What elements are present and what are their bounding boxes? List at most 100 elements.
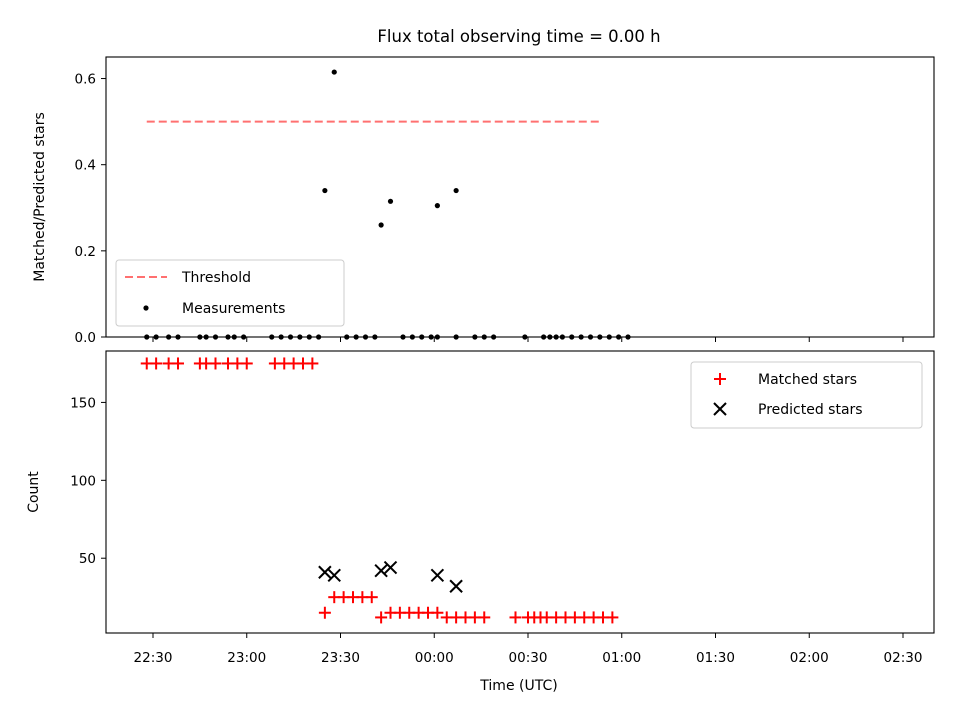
matched-star-point <box>209 357 222 370</box>
matched-star-point <box>306 357 319 370</box>
predicted-star-stroke-b <box>327 568 341 583</box>
predicted-star-point <box>430 568 445 583</box>
bottom-x-ticks: 22:30 23:00 23:30 00:00 00:30 01:00 01:30 02:00… <box>134 633 923 666</box>
measurement-point <box>212 334 219 340</box>
predicted-legend-label: Predicted stars <box>758 402 863 418</box>
measurement-point <box>231 334 237 340</box>
measurement-point <box>166 334 172 340</box>
predicted-legend-swatch <box>713 402 727 416</box>
predicted-star-stroke-b <box>318 565 332 579</box>
measurement-point <box>578 334 584 340</box>
chart-title: Flux total observing time = 0.00 h <box>377 27 660 46</box>
count-points <box>140 357 619 624</box>
measurement-point <box>306 334 312 340</box>
measurement-point <box>522 334 528 340</box>
predicted-star-stroke-b <box>383 560 398 575</box>
measurement-point <box>241 334 247 340</box>
measurement-point <box>225 334 231 340</box>
top-panel-frame <box>105 56 935 338</box>
measurement-point <box>481 334 487 340</box>
top-y-axis-label: Matched/Predicted stars <box>32 112 48 282</box>
measurement-point <box>434 334 440 340</box>
measurement-point <box>353 334 359 340</box>
measurement-point <box>331 69 337 75</box>
predicted-star-stroke-b <box>430 568 445 583</box>
matched-star-point <box>431 606 444 619</box>
top-y-tick-label: 0.2 <box>75 244 96 260</box>
measurement-point <box>400 334 406 340</box>
matched-legend-swatch <box>714 373 726 385</box>
measurements-legend-label: Measurements <box>182 301 285 317</box>
measurement-point <box>372 334 378 340</box>
measurement-point <box>409 334 415 340</box>
matched-legend-label: Matched stars <box>758 372 857 388</box>
x-tick-label: 00:00 <box>415 650 454 666</box>
measurement-point <box>175 334 181 340</box>
x-tick-label: 22:30 <box>134 650 173 666</box>
x-axis-label: Time (UTC) <box>479 678 557 694</box>
matched-star-point <box>318 606 331 619</box>
measurement-point <box>362 334 369 340</box>
measurement-point <box>278 334 284 340</box>
measurement-point <box>453 334 459 340</box>
bottom-y-ticks: 50 100 150 <box>70 395 106 567</box>
x-tick-label: 01:00 <box>602 650 641 666</box>
measurement-point <box>378 222 384 228</box>
x-tick-label: 01:30 <box>696 650 735 666</box>
matched-star-point <box>365 591 378 604</box>
measurement-point <box>297 334 303 340</box>
measurement-points <box>144 69 631 340</box>
predicted-star-point <box>374 563 388 578</box>
top-y-tick-label: 0.4 <box>75 158 96 174</box>
measurement-point <box>569 334 575 340</box>
measurement-point <box>625 334 631 340</box>
top-legend: Threshold Measurements <box>115 259 345 327</box>
measurement-point <box>597 334 603 340</box>
top-y-ticks: 0.0 0.2 0.4 0.6 <box>75 72 106 346</box>
measurement-point <box>587 334 594 340</box>
measurement-point <box>453 187 459 194</box>
measurement-point <box>316 334 322 340</box>
measurement-point <box>606 334 612 340</box>
top-panel: 0.0 0.2 0.4 0.6 Matched/Predicted stars Thr… <box>32 56 935 346</box>
bottom-panel: 50 100 150 22:30 23:00 23:30 00:00 00:30 01:00 0… <box>26 350 935 694</box>
bottom-legend-box <box>690 361 923 429</box>
measurement-point <box>344 334 350 340</box>
measurement-point <box>153 334 159 340</box>
bottom-y-axis-label: Count <box>26 471 42 513</box>
bottom-panel-frame <box>105 350 935 634</box>
bottom-y-tick-label: 150 <box>70 395 96 411</box>
top-legend-box <box>115 259 345 327</box>
measurement-point <box>616 334 622 340</box>
threshold-legend-label: Threshold <box>181 270 251 286</box>
x-tick-label: 02:30 <box>884 650 923 666</box>
matched-star-point <box>172 357 184 370</box>
measurement-point <box>322 187 328 194</box>
bottom-y-tick-label: 100 <box>70 473 96 489</box>
predicted-star-point <box>318 565 332 579</box>
top-x-ticks <box>152 337 904 342</box>
x-tick-label: 02:00 <box>790 650 829 666</box>
matched-star-point <box>509 611 522 624</box>
predicted-star-stroke-b <box>374 563 388 578</box>
measurement-point <box>203 334 209 340</box>
measurement-point <box>472 334 478 340</box>
bottom-y-tick-label: 50 <box>79 551 96 567</box>
x-tick-label: 00:30 <box>509 650 548 666</box>
bottom-legend: Matched stars Predicted stars <box>690 361 923 429</box>
x-tick-label: 23:30 <box>321 650 360 666</box>
measurement-point <box>559 334 565 340</box>
measurement-point <box>269 334 275 340</box>
predicted-star-point <box>327 568 341 583</box>
measurement-point <box>428 334 434 340</box>
matched-star-point <box>150 357 163 370</box>
measurement-point <box>387 198 394 204</box>
measurement-point <box>287 334 294 340</box>
top-y-tick-label: 0.6 <box>75 72 96 88</box>
measurements-legend-swatch <box>143 305 149 311</box>
matched-star-point <box>606 611 619 624</box>
top-y-tick-label: 0.0 <box>75 330 96 346</box>
measurement-point <box>419 334 425 340</box>
predicted-star-point <box>449 579 463 593</box>
